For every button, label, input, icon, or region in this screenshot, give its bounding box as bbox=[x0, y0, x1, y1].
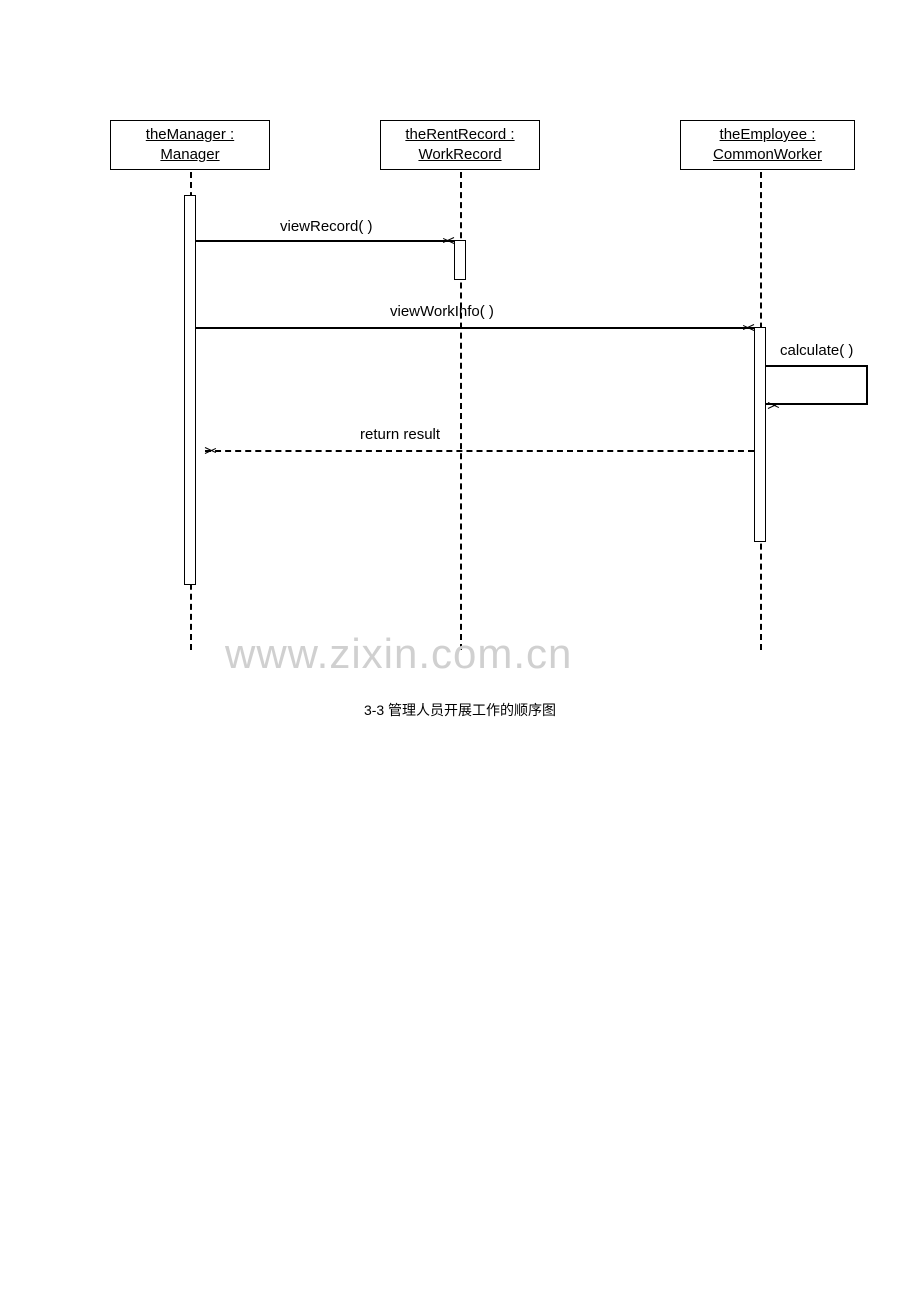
participant-name: theManager : bbox=[117, 125, 263, 145]
participant-name: theEmployee : bbox=[687, 125, 848, 145]
self-call-box bbox=[766, 365, 868, 405]
activation-manager bbox=[184, 195, 196, 585]
participant-class: Manager bbox=[117, 145, 263, 165]
message-label-return: return result bbox=[360, 426, 440, 443]
participant-class: WorkRecord bbox=[387, 145, 533, 165]
message-label-viewrecord: viewRecord( ) bbox=[280, 218, 373, 235]
message-line-dashed bbox=[205, 450, 754, 452]
participant-rentrecord: theRentRecord : WorkRecord bbox=[380, 120, 540, 170]
message-label-calculate: calculate( ) bbox=[780, 342, 853, 359]
participant-name: theRentRecord : bbox=[387, 125, 533, 145]
message-line bbox=[196, 327, 754, 329]
message-label-viewworkinfo: viewWorkInfo( ) bbox=[390, 303, 494, 320]
diagram-caption: 3-3 管理人员开展工作的顺序图 bbox=[0, 700, 920, 720]
activation-employee bbox=[754, 327, 766, 542]
watermark-text: www.zixin.com.cn bbox=[225, 630, 572, 678]
message-line bbox=[196, 240, 454, 242]
sequence-diagram: theManager : Manager theRentRecord : Wor… bbox=[90, 120, 900, 680]
activation-rentrecord bbox=[454, 240, 466, 280]
participant-manager: theManager : Manager bbox=[110, 120, 270, 170]
participant-class: CommonWorker bbox=[687, 145, 848, 165]
participant-employee: theEmployee : CommonWorker bbox=[680, 120, 855, 170]
